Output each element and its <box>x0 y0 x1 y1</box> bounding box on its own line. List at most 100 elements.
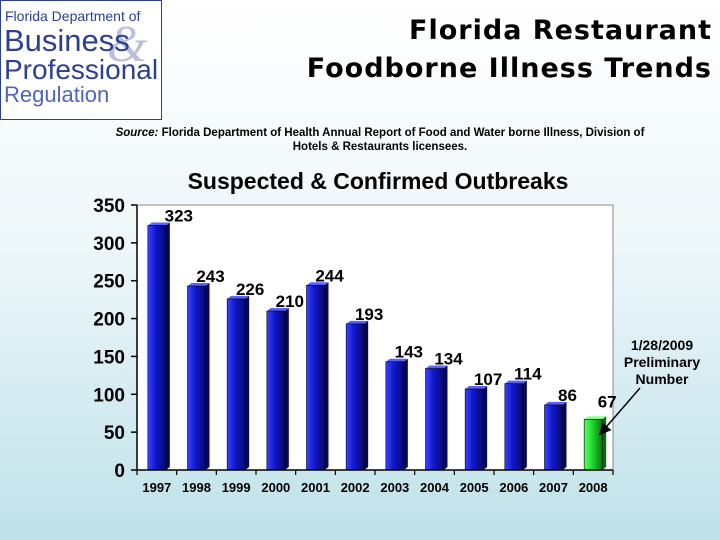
bar-2002 <box>345 320 369 471</box>
bar-2004 <box>425 365 448 471</box>
plot-area <box>136 204 614 471</box>
bar-1998 <box>187 283 210 471</box>
bar-face <box>544 404 563 471</box>
x-tick-label: 2004 <box>420 480 450 495</box>
x-tick-label: 2005 <box>460 480 489 495</box>
bar-side <box>364 320 369 470</box>
bar-side <box>403 358 408 470</box>
y-tick-label: 350 <box>93 196 125 217</box>
data-label: 143 <box>395 343 423 362</box>
bar-1999 <box>226 295 250 471</box>
bar-top <box>544 401 567 405</box>
bar-side <box>165 222 170 470</box>
bar-2006 <box>504 380 527 471</box>
source-note: Source: Florida Department of Health Ann… <box>100 126 660 154</box>
bar-side <box>483 385 488 470</box>
x-tick-label: 1997 <box>142 480 171 495</box>
bar-side <box>245 295 250 470</box>
bar-face <box>583 418 603 471</box>
data-label: 210 <box>276 292 304 311</box>
bar-top <box>385 358 408 362</box>
data-labels: 323 243 226 210 244 193 143 134 107 114 86 67 <box>165 206 617 411</box>
source-text: Florida Department of Health Annual Repo… <box>161 127 645 153</box>
data-label: 323 <box>165 206 193 225</box>
y-tick-label: 200 <box>93 310 125 331</box>
logo-line-professional: Professional <box>4 54 158 85</box>
y-tick-label: 150 <box>93 347 125 368</box>
x-tick-label: 2008 <box>579 480 608 495</box>
bar-2008 <box>583 416 607 471</box>
annotation-arrow <box>599 387 641 436</box>
bar-face <box>464 388 484 471</box>
page-title: Florida Restaurant Foodborne Illness Tre… <box>232 12 712 88</box>
bar-side <box>522 380 527 470</box>
source-label: Source: <box>115 127 159 139</box>
bar-series <box>147 222 607 471</box>
bar-face <box>306 284 325 471</box>
logo-line-business: Business <box>4 23 130 58</box>
data-label: 243 <box>196 267 224 286</box>
bar-side <box>562 401 567 470</box>
y-tick-label: 250 <box>93 272 125 293</box>
x-tick-label: 2002 <box>341 480 370 495</box>
bar-side <box>284 308 289 470</box>
bar-side <box>602 416 607 470</box>
bar-top <box>227 295 250 299</box>
bar-face <box>187 285 206 471</box>
bar-top <box>584 416 607 420</box>
x-tick-label: 2003 <box>380 480 409 495</box>
bar-2005 <box>464 385 488 471</box>
x-tick-label: 2001 <box>301 480 330 495</box>
page-title-line-2: Foodborne Illness Trends <box>306 53 712 84</box>
bar-face <box>504 383 524 471</box>
page-title-line-1: Florida Restaurant <box>409 15 712 46</box>
data-label: 193 <box>355 305 383 324</box>
preliminary-note: 1/28/2009 Preliminary Number <box>623 337 701 387</box>
y-axis: 0 50 100 150 200 250 300 350 <box>93 196 138 482</box>
bar-2003 <box>385 358 408 471</box>
data-label: 107 <box>474 370 502 389</box>
x-tick-label: 2007 <box>539 480 568 495</box>
data-label: 134 <box>434 350 463 369</box>
y-tick-label: 300 <box>93 234 125 255</box>
data-label: 86 <box>558 386 577 405</box>
x-tick-label: 1999 <box>222 480 251 495</box>
bar-2001 <box>306 282 329 471</box>
bar-2007 <box>544 401 567 471</box>
logo-ampersand: & <box>107 16 148 73</box>
bar-top <box>147 222 170 226</box>
bar-2000 <box>266 308 289 471</box>
bar-side <box>205 283 210 470</box>
data-label: 226 <box>236 280 264 299</box>
x-tick-label: 2006 <box>499 480 528 495</box>
y-tick-label: 0 <box>114 461 125 482</box>
bar-face <box>345 323 365 471</box>
bar-top <box>306 282 329 286</box>
y-tick-label: 50 <box>104 423 125 444</box>
bar-top <box>346 320 369 324</box>
chart-title: Suspected & Confirmed Outbreaks <box>188 168 569 194</box>
bar-face <box>226 298 246 471</box>
logo-line-department: Florida Department of <box>5 8 141 24</box>
bar-face <box>147 225 167 471</box>
bar-top <box>187 283 210 287</box>
x-tick-label: 2000 <box>261 480 290 495</box>
bar-1997 <box>147 222 170 471</box>
logo-line-regulation: Regulation <box>4 82 109 107</box>
bar-face <box>266 310 286 471</box>
data-label: 244 <box>315 266 344 285</box>
bar-top <box>425 365 448 369</box>
bar-top <box>465 385 488 389</box>
y-tick-label: 100 <box>93 385 125 406</box>
data-label: 114 <box>514 365 542 384</box>
bar-top <box>504 380 527 384</box>
dbpr-logo: Florida Department of & Business Profess… <box>0 0 162 120</box>
bar-side <box>443 365 448 470</box>
data-label: 67 <box>598 392 617 411</box>
x-tick-label: 1998 <box>182 480 211 495</box>
bar-face <box>385 361 405 471</box>
bar-face <box>425 368 444 471</box>
bar-side <box>324 282 329 470</box>
bar-top <box>266 308 289 311</box>
